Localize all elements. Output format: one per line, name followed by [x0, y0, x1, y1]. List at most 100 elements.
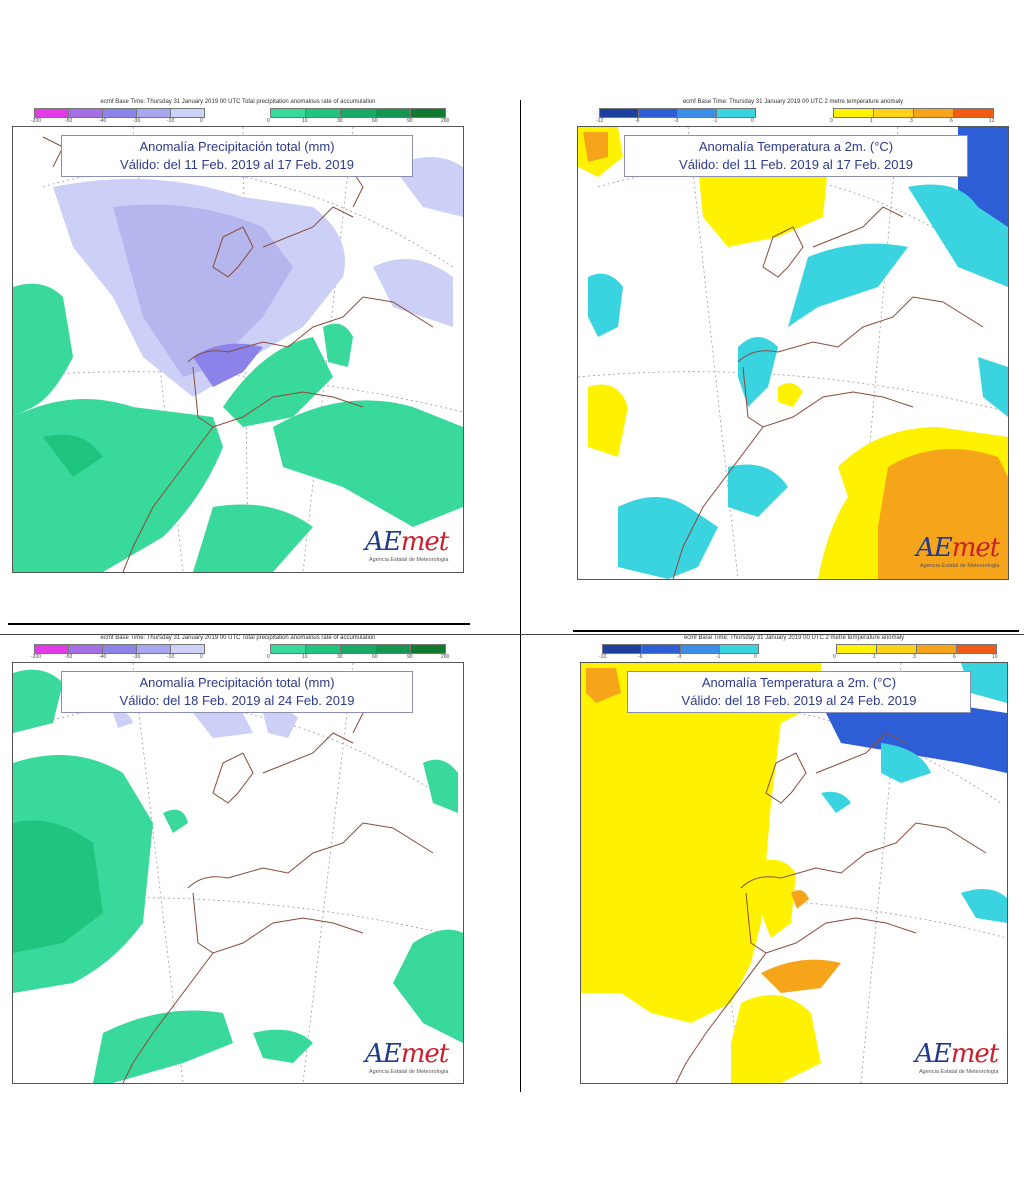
aemet-logo: AEmet Agencia Estatal de Meteorología — [915, 1039, 1007, 1079]
legend-tick: 3 — [913, 654, 916, 660]
logo-word-a: AE — [915, 1039, 952, 1069]
panel-temp-week2: ecmf Base Time: Thursday 31 January 2019… — [580, 634, 1008, 1086]
legend-tick: 90 — [407, 654, 413, 660]
legend-swatch: 30 — [337, 644, 376, 660]
legend-tick: 0 — [833, 654, 836, 660]
panel-header: ecmf Base Time: Thursday 31 January 2019… — [682, 99, 904, 105]
legend-swatch: -1 0 — [713, 108, 756, 124]
panel-header: ecmf Base Time: Thursday 31 January 2019… — [683, 635, 905, 641]
legend-swatch: 90 200 — [407, 108, 449, 124]
precip-map: Anomalía Precipitación total (mm) Válido… — [12, 662, 464, 1084]
temperature-anomaly-field — [581, 663, 1007, 1083]
panel-temp-week1: ecmf Base Time: Thursday 31 January 2019… — [577, 98, 1009, 582]
legend-tick: -10 — [167, 118, 175, 124]
legend-positive: 0 10 30 60 90 200 — [267, 108, 449, 124]
legend-tick: 0 — [754, 654, 757, 660]
legend-swatch: -6 — [638, 644, 681, 660]
logo-word-a: AE — [365, 527, 402, 557]
legend-swatch: 10 — [302, 108, 341, 124]
legend-negative: -10 -6 -3 -1 0 — [599, 644, 759, 660]
panel-precip-week2: ecmf Base Time: Thursday 31 January 2019… — [12, 634, 464, 1086]
legend-swatch: 0 — [267, 108, 306, 124]
map-title: Anomalía Temperatura a 2m. (°C) Válido: … — [624, 135, 968, 177]
legend-tick: 0 — [267, 654, 270, 660]
legend-tick: -1 — [713, 118, 718, 124]
legend-tick: -6 — [638, 654, 643, 660]
title-line-1: Anomalía Precipitación total (mm) — [139, 675, 335, 690]
precip-anomaly-field — [13, 663, 463, 1083]
legend-tick: -50 — [65, 118, 73, 124]
legend-swatch: -3 — [674, 108, 717, 124]
logo-subtitle: Agencia Estatal de Meteorología — [369, 557, 449, 563]
legend-tick: 10 — [302, 118, 308, 124]
title-line-2: Válido: del 18 Feb. 2019 al 24 Feb. 2019 — [681, 693, 917, 708]
legend-tick: 0 — [267, 118, 270, 124]
title-line-2: Válido: del 11 Feb. 2019 al 17 Feb. 2019 — [120, 157, 354, 172]
legend-negative: -12 -6 -3 -1 0 — [596, 108, 756, 124]
legend-swatch: -10 0 — [167, 644, 205, 660]
legend-negative: -200 -50 -40 -30 -10 0 — [31, 644, 205, 660]
title-line-1: Anomalía Temperatura a 2m. (°C) — [701, 675, 897, 690]
logo-subtitle: Agencia Estatal de Meteorología — [920, 563, 1000, 569]
legend-swatch: 6 12 — [950, 108, 995, 124]
legend-tick: 200 — [441, 118, 450, 124]
legend-swatch: -30 — [133, 108, 171, 124]
legend-swatch: -40 — [99, 644, 137, 660]
legend-tick: 1 — [870, 118, 873, 124]
logo-subtitle: Agencia Estatal de Meteorología — [369, 1069, 449, 1075]
legend-tick: -30 — [133, 654, 141, 660]
legend-tick: 10 — [302, 654, 308, 660]
legend-swatch: 3 — [910, 108, 954, 124]
aemet-logo: AEmet Agencia Estatal de Meteorología — [916, 533, 1008, 573]
legend-swatch: 60 — [372, 644, 411, 660]
legend-tick: -200 — [31, 118, 42, 124]
aemet-logo: AEmet Agencia Estatal de Meteorología — [365, 1039, 463, 1079]
warm-anomaly-area — [578, 127, 1008, 579]
map-title: Anomalía Temperatura a 2m. (°C) Válido: … — [627, 671, 971, 713]
legend-tick: 12 — [989, 118, 995, 124]
panel-precip-week1: ecmf Base Time: Thursday 31 January 2019… — [12, 98, 464, 576]
panel-header: ecmf Base Time: Thursday 31 January 2019… — [100, 99, 376, 105]
legend-tick: 0 — [830, 118, 833, 124]
legend-tick: -40 — [99, 118, 107, 124]
legend-swatch: -3 — [677, 644, 720, 660]
legend-swatch: -50 — [65, 108, 103, 124]
horizontal-divider-right — [573, 630, 1019, 632]
legend-swatch: 3 — [913, 644, 957, 660]
legend-swatch: 6 10 — [953, 644, 998, 660]
legend-tick: 6 — [950, 118, 953, 124]
cold-anomaly-area — [588, 127, 1008, 579]
legend-swatch: 0 — [833, 644, 877, 660]
legend-tick: 60 — [372, 118, 378, 124]
legend-tick: -10 — [599, 654, 607, 660]
logo-word-b: met — [951, 533, 1000, 563]
legend-swatch: -1 0 — [716, 644, 759, 660]
logo-subtitle: Agencia Estatal de Meteorología — [919, 1069, 999, 1075]
legend-tick: 0 — [200, 654, 203, 660]
coastline — [122, 682, 434, 1083]
coastline — [672, 206, 984, 579]
legend-swatch: 90 200 — [407, 644, 449, 660]
legend-tick: 200 — [441, 654, 450, 660]
title-line-2: Válido: del 18 Feb. 2019 al 24 Feb. 2019 — [119, 693, 355, 708]
map-title: Anomalía Precipitación total (mm) Válido… — [61, 671, 413, 713]
legend-tick: 90 — [407, 118, 413, 124]
warm-anomaly-area — [581, 663, 841, 1083]
negative-anomaly-area — [113, 708, 298, 738]
precip-anomaly-field — [13, 127, 463, 572]
panel-header: ecmf Base Time: Thursday 31 January 2019… — [100, 635, 376, 641]
map-title: Anomalía Precipitación total (mm) Válido… — [61, 135, 413, 177]
legend-positive: 0 1 3 6 10 — [833, 644, 998, 660]
legend-tick: -6 — [635, 118, 640, 124]
legend-positive: 0 10 30 60 90 200 — [267, 644, 449, 660]
legend-tick: 10 — [992, 654, 998, 660]
logo-word-b: met — [400, 1039, 449, 1069]
precip-map: Anomalía Precipitación total (mm) Válido… — [12, 126, 464, 573]
legend-tick: 30 — [337, 118, 343, 124]
temperature-map: Anomalía Temperatura a 2m. (°C) Válido: … — [580, 662, 1008, 1084]
legend-tick: 1 — [873, 654, 876, 660]
logo-word-a: AE — [365, 1039, 402, 1069]
aemet-logo: AEmet Agencia Estatal de Meteorología — [365, 527, 463, 567]
horizontal-divider-left — [8, 623, 470, 625]
legend-tick: 3 — [910, 118, 913, 124]
